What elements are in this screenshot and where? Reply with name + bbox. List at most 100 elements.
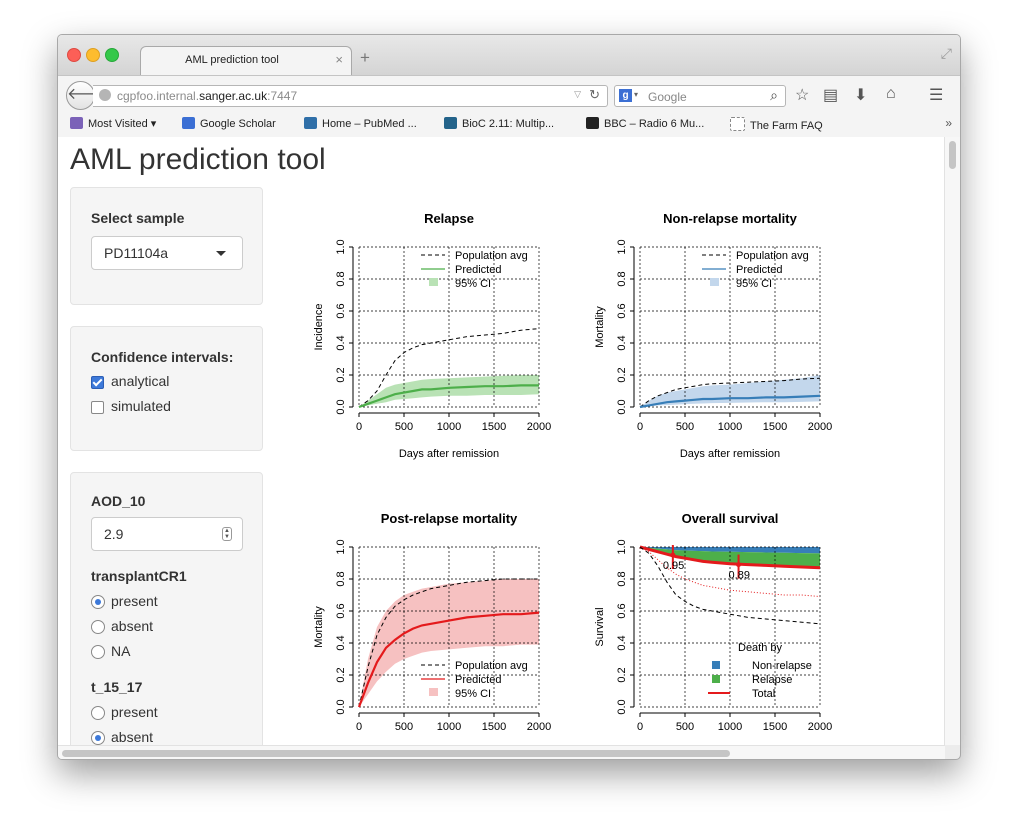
vertical-scrollbar[interactable]	[944, 137, 960, 745]
resize-icon[interactable]: ⤢	[940, 45, 952, 61]
analytical-checkbox[interactable]	[91, 376, 104, 389]
bookmark-pubmed[interactable]: Home – PubMed ...	[304, 117, 417, 133]
legend-swatch	[429, 688, 438, 696]
transplant-present-radio[interactable]	[91, 595, 105, 609]
legend-swatch	[429, 278, 438, 286]
legend-label: Population avg	[455, 660, 528, 672]
y-axis-label: Mortality	[594, 306, 606, 348]
bookmark-farm-faq[interactable]: The Farm FAQ	[730, 117, 823, 133]
x-tick-label: 500	[395, 721, 413, 733]
series-line-1	[358, 578, 539, 708]
stepper-icon[interactable]: ▲ ▼	[222, 527, 232, 541]
transplant-absent-radio[interactable]	[91, 620, 105, 634]
legend-label: 95% CI	[736, 278, 772, 290]
legend-label: Predicted	[736, 264, 782, 276]
search-box[interactable]: g ▾ Google ⌕	[614, 85, 786, 107]
page-viewport: AML prediction tool Select sample PD1110…	[58, 137, 945, 745]
annotation-label: 0.95	[663, 560, 684, 572]
legend-swatch	[712, 661, 720, 669]
transplant-label: transplantCR1	[91, 568, 187, 584]
y-tick-label: 0.4	[335, 335, 347, 350]
y-axis-label: Survival	[594, 607, 606, 646]
x-tick-label: 0	[637, 721, 643, 733]
y-tick-label: 0.6	[335, 303, 347, 318]
y-tick-label: 1.0	[616, 239, 628, 254]
aod-input-value: 2.9	[104, 526, 124, 542]
legend-swatch	[712, 675, 720, 683]
series-line-5	[639, 546, 821, 625]
bookmark-bioc[interactable]: BioC 2.11: Multip...	[444, 117, 554, 133]
y-tick-label: 0.8	[335, 571, 347, 586]
y-tick-label: 0.6	[335, 603, 347, 618]
simulated-checkbox[interactable]	[91, 401, 104, 414]
y-tick-label: 0.8	[616, 571, 628, 586]
y-tick-label: 0.0	[335, 699, 347, 714]
download-icon[interactable]: ⬇	[854, 87, 868, 104]
x-tick-label: 2000	[808, 721, 832, 733]
y-tick-label: 0.4	[616, 635, 628, 650]
menu-icon[interactable]: ☰	[929, 87, 944, 104]
engine-dropdown-icon[interactable]: ▾	[634, 90, 639, 99]
page-title: AML prediction tool	[70, 143, 326, 176]
legend-label: 95% CI	[455, 688, 491, 700]
vertical-scroll-thumb[interactable]	[949, 141, 956, 169]
t1517-present-radio[interactable]	[91, 706, 105, 720]
close-window-button[interactable]	[67, 48, 81, 62]
y-tick-label: 0.6	[616, 603, 628, 618]
home-icon[interactable]: ⌂	[886, 85, 896, 102]
bookmark-most-visited[interactable]: Most Visited ▾	[70, 117, 156, 133]
x-tick-label: 1000	[437, 721, 461, 733]
back-button[interactable]: 🡐	[66, 81, 110, 110]
select-sample-label: Select sample	[91, 210, 185, 226]
star-icon[interactable]: ☆	[795, 87, 810, 104]
url-text: cgpfoo.internal.sanger.ac.uk:7447	[117, 89, 298, 103]
browser-tab[interactable]: AML prediction tool ×	[140, 46, 352, 76]
y-tick-label: 0.6	[616, 303, 628, 318]
legend-label: Non-relapse	[752, 660, 812, 672]
confidence-panel: Confidence intervals: analytical simulat…	[70, 326, 263, 451]
series-line-2	[357, 611, 540, 708]
sample-select[interactable]: PD11104a	[91, 236, 243, 270]
t1517-label: t_15_17	[91, 679, 143, 695]
legend-label: Population avg	[736, 250, 809, 262]
more-bookmarks-icon[interactable]: »	[945, 116, 952, 130]
legend-title: Death by	[738, 642, 783, 654]
chart-title: Relapse	[424, 211, 474, 226]
t1517-absent-radio[interactable]	[91, 731, 105, 745]
x-tick-label: 500	[395, 421, 413, 433]
reading-list-icon[interactable]: ▤	[823, 87, 839, 104]
chart-1: 0.0 0.2 0.4 0.6 0.8 1.0 0 500 1000 1500 2000 Relaps…	[313, 211, 551, 460]
legend-label: Relapse	[752, 674, 792, 686]
y-tick-label: 0.8	[616, 271, 628, 286]
series-line-2	[639, 394, 821, 409]
url-dropdown-icon[interactable]: ▽	[574, 89, 581, 99]
google-engine-icon[interactable]: g	[619, 89, 632, 102]
bioc-icon	[444, 117, 457, 129]
close-tab-icon[interactable]: ×	[335, 52, 343, 67]
tab-title: AML prediction tool	[185, 54, 279, 66]
transplant-na-radio[interactable]	[91, 645, 105, 659]
minimize-window-button[interactable]	[86, 48, 100, 62]
legend-label: Predicted	[455, 264, 501, 276]
horizontal-scrollbar[interactable]	[58, 745, 945, 759]
bookmark-google-scholar[interactable]: Google Scholar	[182, 117, 276, 133]
chart-2: 0.0 0.2 0.4 0.6 0.8 1.0 0 500 1000 1500 2000 Non-re…	[594, 211, 832, 460]
bookmark-bbc[interactable]: BBC – Radio 6 Mu...	[586, 117, 704, 133]
bookmarks-bar: Most Visited ▾ Google Scholar Home – Pub…	[58, 113, 960, 138]
y-tick-label: 0.2	[335, 667, 347, 682]
navigation-bar: 🡐 cgpfoo.internal.sanger.ac.uk:7447 ▽ ↻ …	[58, 75, 960, 114]
maximize-window-button[interactable]	[105, 48, 119, 62]
new-tab-button[interactable]: +	[360, 48, 370, 67]
aod-input[interactable]: 2.9 ▲ ▼	[91, 517, 243, 551]
scholar-icon	[182, 117, 195, 129]
reload-icon[interactable]: ↻	[589, 87, 600, 102]
legend-label: Total	[752, 688, 775, 700]
y-tick-label: 0.4	[335, 635, 347, 650]
y-tick-label: 1.0	[616, 539, 628, 554]
horizontal-scroll-thumb[interactable]	[62, 750, 730, 757]
series-line-2	[358, 384, 539, 409]
series-line-3	[639, 545, 821, 570]
search-icon[interactable]: ⌕	[770, 87, 778, 103]
url-bar[interactable]: cgpfoo.internal.sanger.ac.uk:7447 ▽ ↻	[93, 85, 608, 107]
browser-window: AML prediction tool × + ⤢ 🡐 cgpfoo.inter…	[57, 34, 961, 760]
